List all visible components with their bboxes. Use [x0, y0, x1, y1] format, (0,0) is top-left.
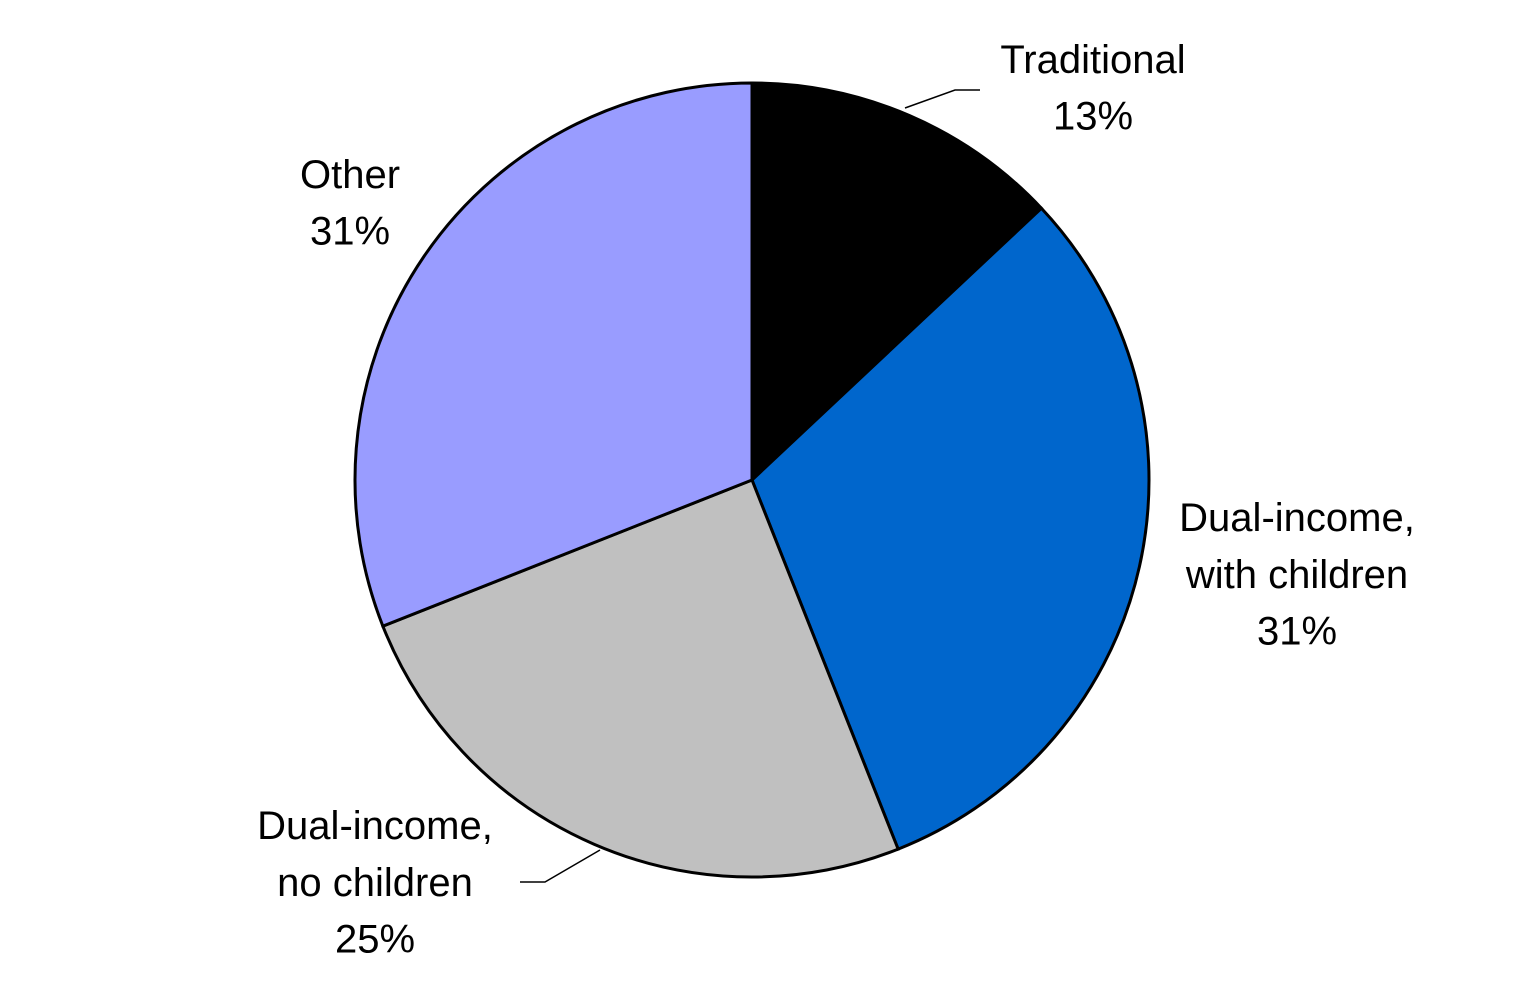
pie-slice	[353, 81, 754, 629]
leader-line	[904, 89, 980, 109]
value-label: 31%	[310, 210, 390, 254]
value-label: 13%	[1053, 95, 1133, 139]
pie-slice	[380, 478, 901, 879]
leader-line	[520, 849, 601, 883]
label-line: Dual-income,	[1179, 496, 1415, 540]
label-line: Other	[300, 153, 400, 197]
slice-label: Traditional	[1000, 38, 1185, 82]
label-line: Traditional	[1000, 38, 1185, 82]
slice-label: Dual-income, no children	[257, 804, 493, 905]
pie-slice	[750, 81, 1044, 484]
slice-label: Other	[300, 153, 400, 197]
pie-slice	[750, 206, 1151, 852]
slice-label: Dual-income, with children	[1179, 496, 1415, 597]
label-line: no children	[277, 861, 473, 905]
value-label: 31%	[1257, 610, 1337, 654]
label-line: with children	[1185, 553, 1408, 597]
label-line: Dual-income,	[257, 804, 493, 848]
value-label: 25%	[335, 918, 415, 962]
